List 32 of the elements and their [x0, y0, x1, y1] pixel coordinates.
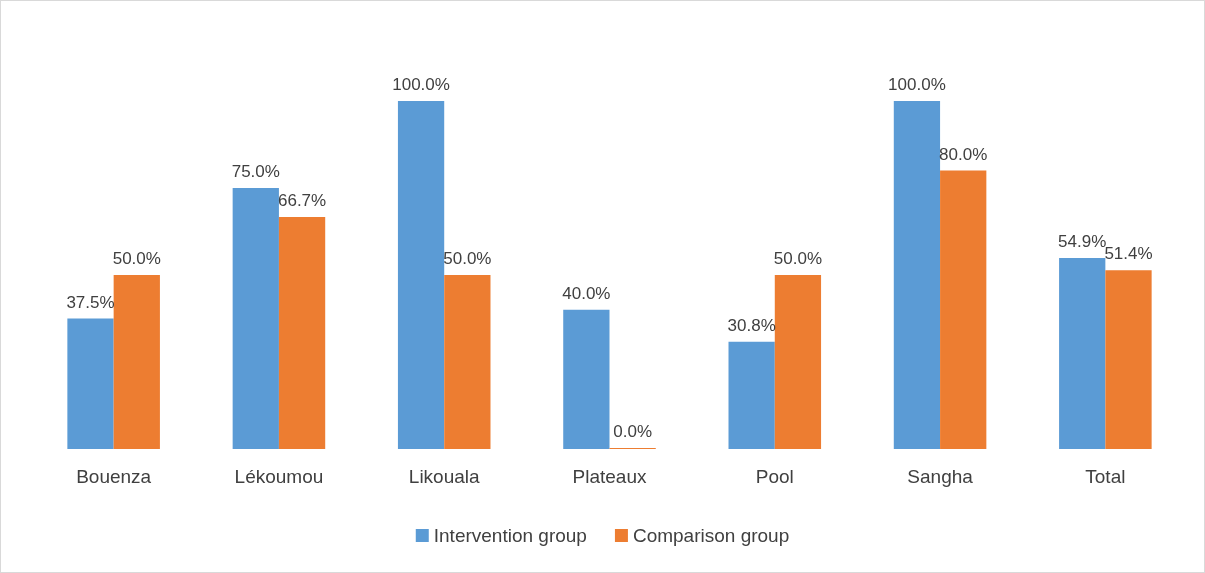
data-label: 66.7%	[277, 190, 327, 210]
x-tick-label: Total	[1085, 466, 1126, 487]
x-tick-label: Likouala	[408, 466, 481, 487]
x-tick-label: Pool	[755, 466, 794, 487]
data-label: 37.5%	[66, 292, 115, 312]
x-tick-label: Lékoumou	[234, 466, 324, 487]
bar	[67, 318, 114, 449]
bar	[563, 309, 610, 449]
bar	[1059, 257, 1106, 449]
data-label: 100.0%	[392, 75, 450, 94]
bar	[728, 341, 775, 449]
bar	[774, 275, 822, 449]
legend-label: Comparison group	[632, 525, 790, 546]
legend-label: Intervention group	[433, 525, 587, 546]
bar	[397, 101, 445, 449]
data-label: 50.0%	[773, 249, 823, 268]
x-tick-label: Plateaux	[572, 466, 647, 487]
bar	[893, 101, 941, 449]
data-label: 50.0%	[443, 249, 492, 268]
data-label: 0.0%	[613, 422, 653, 441]
bar	[1105, 270, 1152, 449]
bar	[278, 216, 326, 449]
bar	[940, 170, 987, 449]
data-label: 75.0%	[231, 162, 280, 181]
x-tick-label: Bouenza	[76, 466, 152, 487]
data-label: 100.0%	[888, 75, 946, 94]
data-label: 50.0%	[112, 249, 161, 268]
x-tick-label: Sangha	[907, 466, 974, 487]
bar	[444, 275, 491, 449]
bar	[113, 275, 160, 449]
data-label: 40.0%	[562, 283, 611, 303]
bar	[232, 188, 279, 449]
